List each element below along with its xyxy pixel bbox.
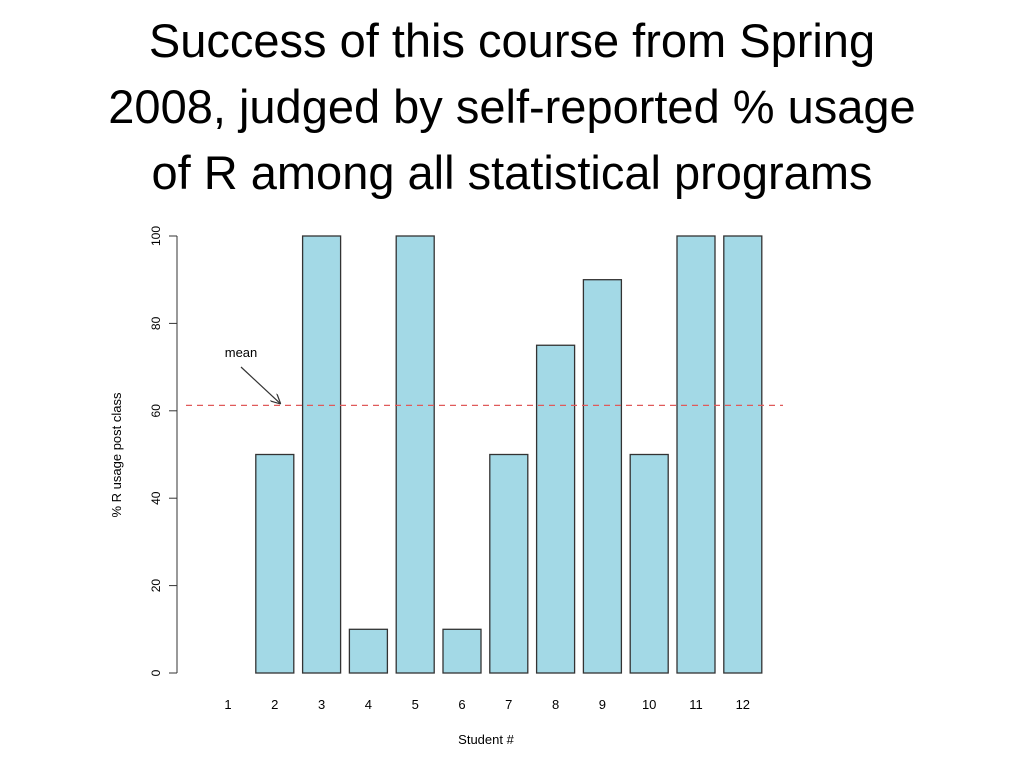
y-tick-label: 40 (149, 491, 163, 505)
x-tick-label: 10 (642, 697, 656, 712)
x-tick-label: 3 (318, 697, 325, 712)
y-axis-label: % R usage post class (109, 392, 124, 518)
mean-annotation: mean (186, 345, 783, 406)
x-tick-label: 2 (271, 697, 278, 712)
x-tick-label: 9 (599, 697, 606, 712)
bars (255, 235, 763, 674)
title-line-2: 2008, judged by self-reported % usage (108, 80, 916, 133)
y-tick-label: 100 (149, 226, 163, 246)
mean-label: mean (225, 345, 258, 360)
x-tick-labels: 1 2 3 4 5 6 7 8 9 10 11 12 (224, 697, 750, 712)
bar-student-6 (442, 628, 482, 674)
bar-student-11 (676, 235, 716, 674)
bar-student-5 (395, 235, 435, 674)
bar-student-4 (348, 628, 389, 674)
x-tick-label: 1 (224, 697, 231, 712)
mean-arrow (240, 366, 280, 403)
x-tick-label: 8 (552, 697, 559, 712)
y-tick-label: 60 (149, 404, 163, 418)
bar-student-7 (489, 453, 529, 674)
title-line-3: of R among all statistical programs (151, 146, 873, 199)
x-tick-label: 7 (505, 697, 512, 712)
x-axis-label: Student # (458, 732, 514, 747)
bar-student-10 (629, 453, 669, 674)
x-tick-label: 6 (458, 697, 465, 712)
x-tick-label: 5 (412, 697, 419, 712)
bar-student-2 (255, 453, 295, 674)
y-tick-label: 0 (149, 669, 163, 676)
bar-student-8 (535, 344, 576, 674)
y-tick-label: 80 (149, 316, 163, 330)
y-tick-label: 20 (149, 579, 163, 593)
title-line-1: Success of this course from Spring (148, 14, 876, 67)
bar-student-9 (582, 279, 623, 674)
y-axis: 0 20 40 60 80 100 (149, 226, 178, 676)
slide-title: Success of this course from Spring 2008,… (0, 8, 1024, 206)
bar-student-3 (301, 235, 342, 674)
x-tick-label: 12 (736, 697, 750, 712)
x-tick-label: 11 (689, 697, 703, 712)
bar-student-12 (723, 235, 763, 674)
x-tick-label: 4 (365, 697, 372, 712)
